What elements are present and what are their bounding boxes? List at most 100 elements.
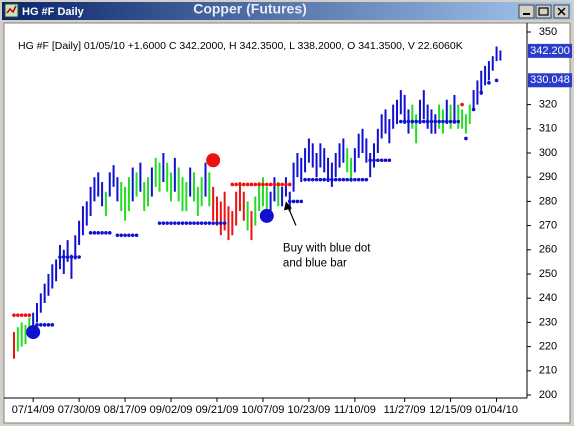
y-tick-label: 260	[539, 244, 557, 256]
x-tick-label: 11/27/09	[384, 404, 426, 416]
stop-dot	[418, 119, 422, 124]
stop-dot	[433, 119, 438, 124]
y-tick-label: 220	[539, 341, 557, 353]
stop-dot	[46, 323, 51, 327]
stop-dot	[257, 182, 261, 187]
stop-dot	[341, 177, 346, 182]
stop-dot	[157, 221, 162, 225]
stop-dot	[230, 182, 235, 187]
stop-dot	[119, 233, 124, 238]
stop-dot	[399, 119, 403, 124]
y-tick-label: 250	[539, 268, 557, 280]
stop-dot	[104, 231, 108, 235]
stop-dot	[448, 119, 453, 124]
minimize-button[interactable]	[518, 4, 535, 19]
y-tick-label: 300	[539, 147, 557, 159]
stop-dot	[345, 177, 350, 182]
stop-dot	[372, 158, 376, 163]
stop-dot	[402, 119, 407, 124]
stop-dot	[333, 177, 338, 182]
stop-dot	[379, 158, 384, 163]
stop-dot	[100, 231, 104, 235]
stop-dot	[479, 90, 484, 95]
stop-dot	[444, 119, 449, 124]
annotation-text: and blue bar	[283, 257, 347, 269]
stop-dot	[35, 323, 39, 327]
stop-dot	[287, 199, 292, 204]
stop-dot	[188, 221, 192, 225]
stop-dot	[169, 221, 173, 225]
y-tick-label: 210	[539, 365, 557, 377]
x-tick-label: 09/02/09	[150, 404, 193, 416]
stop-dot	[23, 313, 28, 317]
stop-dot	[16, 313, 20, 317]
chart-subtitle: HG #F [Daily] 01/05/10 +1.6000 C 342.200…	[18, 40, 463, 52]
x-tick-label: 01/04/10	[475, 404, 518, 416]
stop-dot	[69, 255, 74, 259]
stop-dot	[39, 323, 43, 327]
chart-title: Copper (Futures)	[193, 1, 307, 17]
stop-dot	[437, 119, 441, 124]
y-tick-label: 310	[539, 123, 557, 135]
stop-dot	[471, 107, 476, 112]
stop-dot	[261, 182, 265, 187]
y-tick-label: 200	[539, 389, 557, 401]
stop-dot	[368, 158, 372, 163]
x-tick-label: 10/07/09	[242, 404, 285, 416]
stop-dot	[456, 119, 461, 124]
stop-dot	[314, 177, 319, 182]
stop-dot	[356, 177, 361, 182]
stop-dot	[127, 233, 131, 238]
stop-dot	[192, 221, 196, 225]
y-tick-label: 270	[539, 220, 557, 232]
maximize-icon	[538, 7, 549, 16]
stop-dot	[425, 119, 430, 124]
stop-dot	[12, 313, 16, 317]
stop-dot	[77, 255, 81, 259]
stop-dot	[253, 182, 258, 187]
stop-dot	[184, 221, 189, 225]
stop-dot	[107, 231, 112, 235]
stop-dot	[161, 221, 166, 225]
stop-dot	[299, 199, 304, 204]
stop-dot	[92, 231, 97, 235]
stop-dot	[318, 177, 323, 182]
stop-dot	[27, 313, 32, 317]
stop-dot	[387, 158, 392, 163]
stop-dot	[337, 177, 342, 182]
price-label: 330.048	[530, 74, 570, 86]
stop-dot	[96, 231, 101, 235]
x-tick-label: 10/23/09	[287, 404, 330, 416]
stop-dot	[268, 182, 273, 187]
x-tick-label: 07/30/09	[58, 404, 101, 416]
window-icon-line	[6, 5, 17, 14]
stop-dot	[130, 233, 135, 238]
stop-dot	[199, 221, 204, 225]
y-tick-label: 290	[539, 171, 557, 183]
stop-dot	[310, 177, 315, 182]
annotation-text: Buy with blue dot	[283, 242, 371, 254]
stop-dot	[422, 119, 426, 124]
annotation-arrowhead	[283, 201, 292, 211]
stop-dot	[215, 221, 219, 225]
stop-dot	[134, 233, 139, 238]
stop-dot	[326, 177, 330, 182]
stop-dot	[222, 221, 227, 225]
stop-dot	[272, 182, 277, 187]
stop-dot	[429, 119, 434, 124]
stop-dot	[115, 233, 120, 238]
stop-dot	[176, 221, 181, 225]
stop-dot	[249, 182, 254, 187]
stop-dot	[42, 323, 47, 327]
stop-dot	[322, 177, 327, 182]
stop-dot	[196, 221, 200, 225]
stop-dot	[410, 119, 415, 124]
maximize-button[interactable]	[535, 4, 552, 19]
stop-dot	[88, 231, 93, 235]
x-tick-label: 07/14/09	[12, 404, 55, 416]
x-tick-label: 12/15/09	[429, 404, 472, 416]
stop-dot	[234, 182, 238, 187]
stop-dot	[65, 255, 70, 259]
stop-dot	[207, 221, 212, 225]
